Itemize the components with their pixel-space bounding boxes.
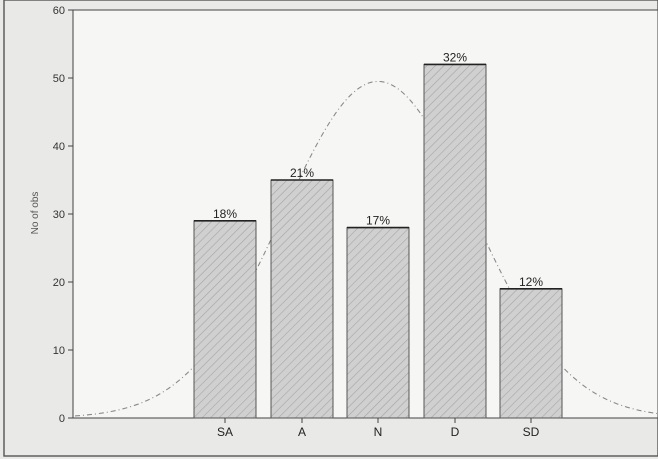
- y-tick-label: 50: [53, 73, 65, 85]
- data-label: 18%: [213, 207, 237, 221]
- data-label: 21%: [290, 166, 314, 180]
- data-labels-layer: 18% 21% 17% 32% 12%: [213, 50, 543, 288]
- y-tick-label: 60: [53, 5, 65, 17]
- y-axis-label: No of obs: [30, 192, 41, 235]
- bar-a: [270, 179, 334, 419]
- bars-layer: [193, 63, 563, 419]
- bar-n: [346, 227, 410, 419]
- y-tick-label: 30: [53, 209, 65, 221]
- bar-d: [423, 63, 487, 419]
- x-axis-tick-labels: SA A N D SD: [217, 418, 540, 439]
- y-tick-label: 10: [53, 345, 65, 357]
- x-tick-label: SD: [523, 425, 540, 439]
- bar-sd: [499, 288, 563, 419]
- data-label: 17%: [366, 214, 390, 228]
- y-tick-label: 20: [53, 277, 65, 289]
- y-tick-label: 0: [59, 413, 65, 425]
- data-label: 32%: [443, 50, 467, 64]
- y-axis-ticks: 0 10 20 30 40 50 60: [53, 5, 73, 425]
- x-tick-label: SA: [217, 425, 233, 439]
- x-tick-label: D: [451, 425, 460, 439]
- x-tick-label: N: [374, 425, 383, 439]
- page-frame: [3, 0, 658, 457]
- bar-sa: [193, 220, 257, 419]
- y-tick-label: 40: [53, 141, 65, 153]
- data-label: 12%: [519, 275, 543, 289]
- x-tick-label: A: [298, 425, 306, 439]
